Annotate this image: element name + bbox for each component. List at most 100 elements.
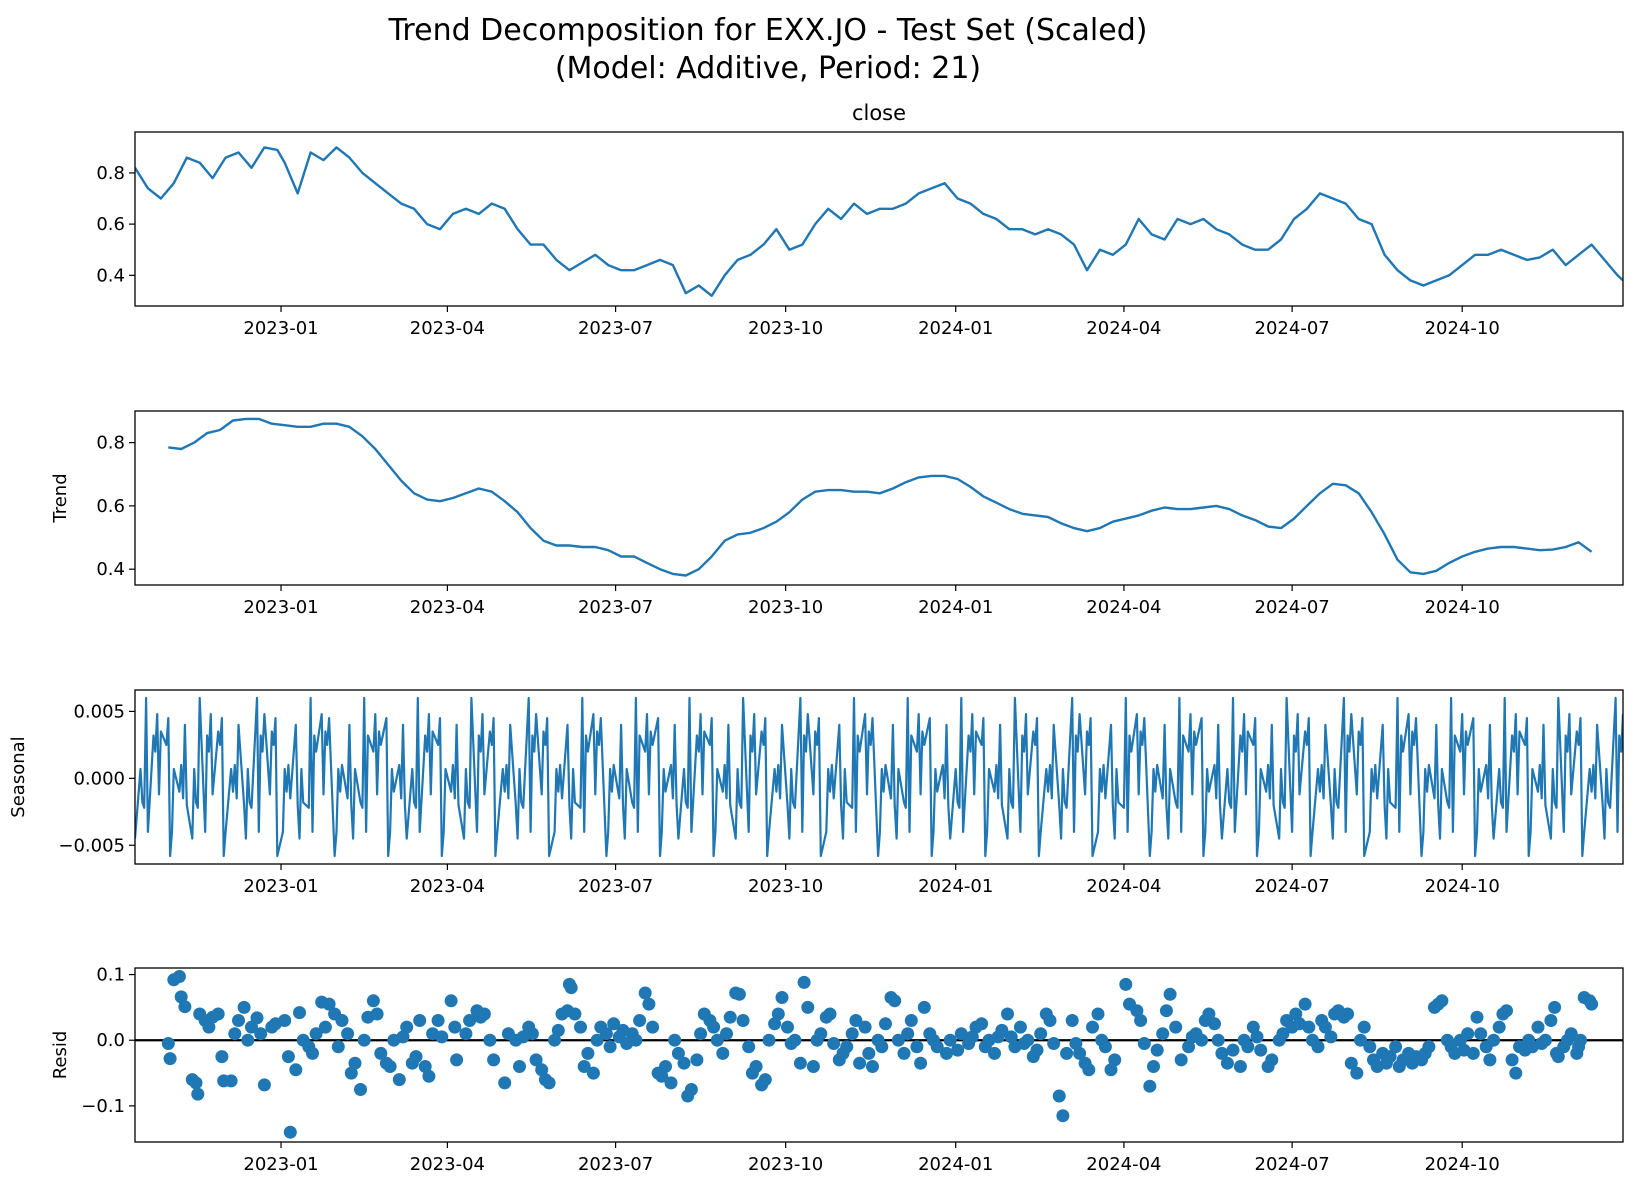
resid-point [281, 1050, 295, 1064]
resid-point [710, 1033, 724, 1047]
trend-xtick-label: 2023-07 [578, 597, 653, 618]
resid-point [1091, 1007, 1105, 1021]
trend-ytick-label: 0.6 [96, 496, 125, 517]
resid-point [418, 1060, 432, 1073]
resid-point [1344, 1056, 1358, 1070]
resid-point [801, 1000, 815, 1014]
seasonal-axes-frame [134, 689, 1624, 865]
resid-point [775, 991, 789, 1004]
resid-point [866, 1060, 879, 1073]
resid-point [1147, 1060, 1160, 1073]
resid-point [707, 1020, 721, 1034]
seasonal-xtick-label: 2023-07 [578, 876, 653, 897]
resid-point [1548, 1000, 1562, 1014]
trend-xtick-label: 2024-04 [1086, 597, 1161, 618]
resid-point [823, 1007, 837, 1021]
resid-point [1174, 1053, 1188, 1067]
resid-point [1119, 977, 1133, 991]
resid-point [525, 1027, 539, 1041]
observed-xtick-label: 2023-10 [748, 318, 823, 339]
resid-point [1226, 1043, 1240, 1057]
resid-point [1098, 1040, 1112, 1054]
resid-point [1108, 1053, 1122, 1067]
resid-point [1182, 1040, 1196, 1054]
resid-point [1572, 1040, 1586, 1054]
resid-point [1487, 1033, 1501, 1047]
resid-xtick-label: 2024-01 [918, 1154, 993, 1175]
trend-xtick-label: 2023-01 [243, 597, 318, 618]
resid-point [1202, 1007, 1216, 1021]
observed-xtick-label: 2023-04 [410, 318, 485, 339]
resid-point [409, 1050, 423, 1064]
resid-point [1169, 1020, 1183, 1034]
trend-xtick-label: 2024-10 [1425, 597, 1500, 618]
resid-point [668, 1033, 682, 1047]
resid-point [1474, 1027, 1488, 1041]
resid-point [1538, 1033, 1552, 1047]
resid-point [1056, 1109, 1070, 1123]
resid-point [1298, 997, 1312, 1011]
resid-point [1324, 1030, 1338, 1044]
resid-point [1052, 1089, 1066, 1103]
resid-point [1544, 1014, 1558, 1027]
resid-point [448, 1020, 462, 1034]
resid-point [797, 975, 811, 989]
resid-point [1466, 1046, 1480, 1060]
resid-point [163, 1052, 177, 1066]
resid-point [646, 1020, 660, 1034]
trend-ytick-label: 0.8 [96, 433, 125, 454]
resid-point [1001, 1007, 1014, 1021]
observed-xtick-label: 2023-01 [243, 318, 318, 339]
resid-point [690, 1053, 704, 1067]
resid-point [564, 981, 578, 995]
resid-point [357, 1033, 371, 1047]
resid-data [135, 970, 1623, 1139]
resid-point [664, 1076, 678, 1090]
resid-point [422, 1069, 436, 1083]
resid-point [995, 1023, 1009, 1037]
trend-xtick-label: 2023-04 [410, 597, 485, 618]
resid-point [917, 1000, 931, 1014]
resid-point [607, 1017, 621, 1031]
resid-point [1383, 1050, 1397, 1064]
resid-point [318, 1020, 332, 1034]
resid-point [241, 1033, 255, 1047]
trend-xtick-label: 2023-10 [748, 597, 823, 618]
resid-point [344, 1066, 358, 1080]
resid-point [723, 1010, 737, 1024]
trend-ytick-label: 0.4 [96, 559, 125, 580]
resid-point [1143, 1079, 1157, 1093]
resid-point [1311, 1040, 1325, 1054]
resid-point [891, 1033, 905, 1047]
resid-xtick-label: 2024-07 [1255, 1154, 1330, 1175]
resid-point [366, 994, 380, 1008]
resid-point [655, 1069, 669, 1083]
resid-point [211, 1007, 225, 1021]
resid-point [341, 1027, 355, 1041]
resid-point [413, 1014, 427, 1027]
resid-ytick-label: 0.0 [96, 1030, 125, 1051]
resid-point [1461, 1027, 1475, 1041]
resid-point [444, 994, 458, 1008]
resid-xtick-label: 2023-07 [578, 1154, 653, 1175]
resid-point [827, 1037, 841, 1050]
resid-point [322, 997, 336, 1011]
resid-point [374, 1046, 388, 1060]
seasonal-xtick-label: 2024-10 [1425, 876, 1500, 897]
resid-point [431, 1014, 445, 1027]
observed-ytick-label: 0.8 [96, 163, 125, 184]
resid-point [370, 1007, 384, 1021]
resid-point [793, 1056, 807, 1070]
resid-point [1195, 1033, 1209, 1047]
resid-point [684, 1083, 698, 1096]
resid-xtick-label: 2024-10 [1425, 1154, 1500, 1175]
resid-point [858, 1020, 872, 1034]
resid-point [1208, 1017, 1221, 1031]
resid-point [581, 1046, 595, 1060]
resid-point [1350, 1066, 1364, 1080]
resid-point [1220, 1056, 1234, 1070]
resid-point [762, 1033, 776, 1047]
resid-point [293, 1006, 306, 1020]
resid-point [1150, 1043, 1164, 1057]
resid-point [289, 1063, 303, 1077]
